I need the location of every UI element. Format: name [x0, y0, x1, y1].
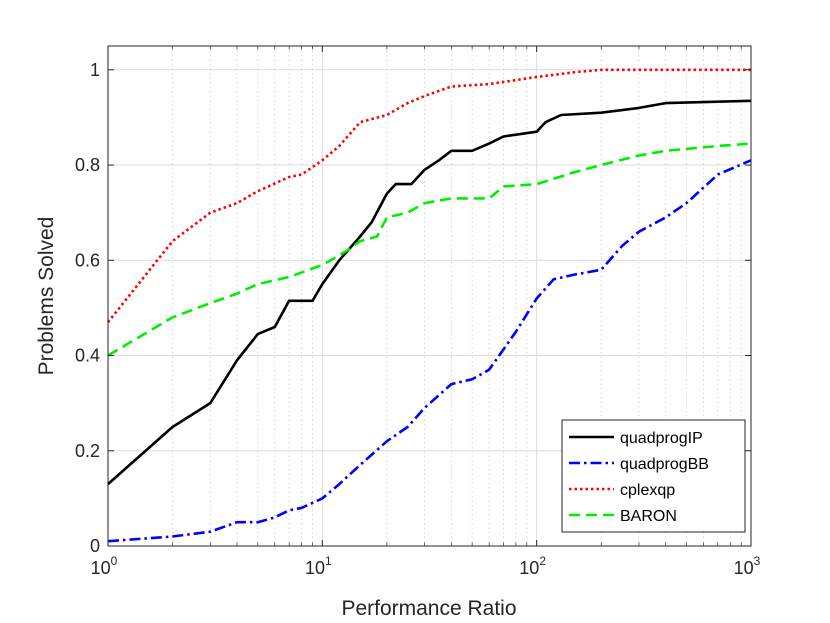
legend-box — [561, 419, 746, 533]
y-tick-label: 0.6 — [75, 250, 100, 270]
legend-label-quadprogip: quadprogIP — [620, 430, 703, 447]
legend-label-cplexqp: cplexqp — [620, 482, 675, 499]
series-line-quadprogip — [107, 99, 752, 486]
x-tick-label: 103 — [734, 554, 761, 578]
series-line-baron — [107, 142, 752, 357]
legend: quadprogIP quadprogBB cplexqp BARON — [561, 419, 746, 533]
x-tick-label: 101 — [305, 554, 332, 578]
y-tick-label: 0.4 — [75, 346, 100, 366]
y-tick-label: 0.8 — [75, 155, 100, 175]
y-tick-label: 1 — [90, 60, 100, 80]
axis-ticks — [107, 46, 752, 547]
legend-label-baron: BARON — [620, 508, 677, 525]
x-tick-label: 100 — [91, 554, 118, 578]
y-tick-label: 0 — [90, 536, 100, 556]
x-tick-exponent: 3 — [754, 554, 761, 568]
x-tick-base: 10 — [305, 558, 325, 578]
y-tick-labels: 0 0.2 0.4 0.6 0.8 1 — [75, 60, 100, 556]
x-axis-label: Performance Ratio — [341, 597, 516, 620]
plot-frame — [107, 45, 752, 547]
x-tick-base: 10 — [519, 558, 539, 578]
series-line-quadprogbb — [107, 159, 752, 543]
x-tick-base: 10 — [91, 558, 111, 578]
x-tick-exponent: 1 — [325, 554, 332, 568]
x-tick-base: 10 — [734, 558, 754, 578]
legend-label-quadprogbb: quadprogBB — [620, 456, 709, 473]
series-lines — [106, 68, 752, 543]
y-axis-label: Problems Solved — [35, 217, 58, 376]
x-tick-label: 102 — [519, 554, 546, 578]
series-line-cplexqp — [106, 68, 751, 324]
x-tick-labels: 100 101 102 103 — [91, 554, 761, 578]
x-tick-exponent: 2 — [539, 554, 546, 568]
x-tick-exponent: 0 — [111, 554, 118, 568]
y-tick-label: 0.2 — [75, 441, 100, 461]
